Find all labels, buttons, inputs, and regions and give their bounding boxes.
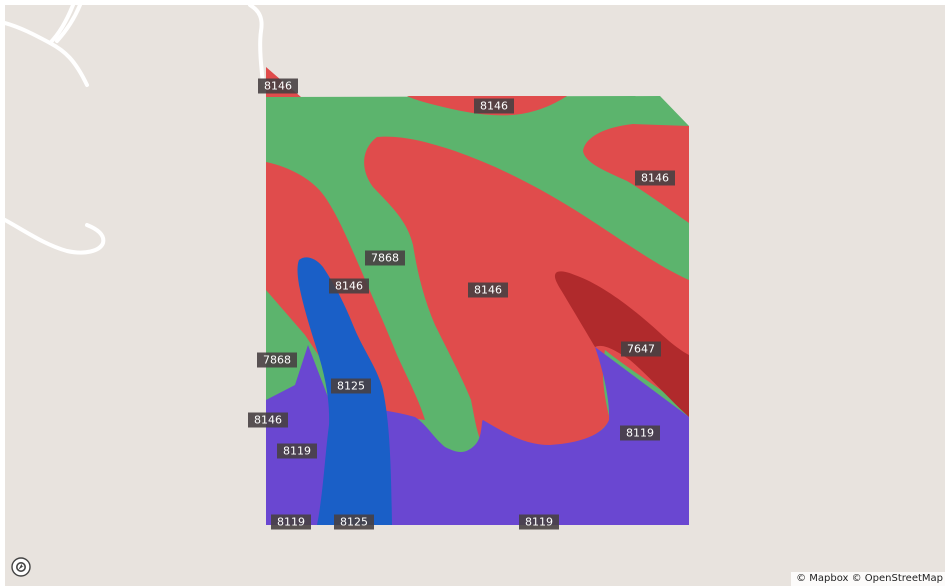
zone-label: 8146 <box>248 412 288 428</box>
zone-label: 8146 <box>258 78 298 94</box>
zone-label: 7868 <box>365 250 405 266</box>
road <box>55 5 82 43</box>
zone-label: 8146 <box>474 98 514 114</box>
zone-label: 8119 <box>519 514 559 530</box>
zone-label: 8125 <box>331 378 371 394</box>
mapbox-logo-icon[interactable] <box>11 557 31 577</box>
road <box>248 5 265 85</box>
zone-label: 8125 <box>334 514 374 530</box>
road <box>5 21 89 87</box>
map-canvas[interactable]: 8146 8146 8146 7868 8146 8146 7868 7647 … <box>5 5 945 586</box>
zone-label: 8146 <box>468 282 508 298</box>
road <box>48 5 75 45</box>
road-layer <box>5 5 265 255</box>
zone-label: 8119 <box>620 425 660 441</box>
zone-8146-polygon[interactable] <box>364 136 689 447</box>
zone-label: 8119 <box>277 443 317 459</box>
map-attribution[interactable]: © Mapbox © OpenStreetMap <box>791 572 945 586</box>
zone-label: 7647 <box>621 341 661 357</box>
zone-label: 8146 <box>635 170 675 186</box>
zone-label: 7868 <box>257 352 297 368</box>
zone-label: 8146 <box>329 278 369 294</box>
road <box>5 218 106 255</box>
zone-label: 8119 <box>271 514 311 530</box>
